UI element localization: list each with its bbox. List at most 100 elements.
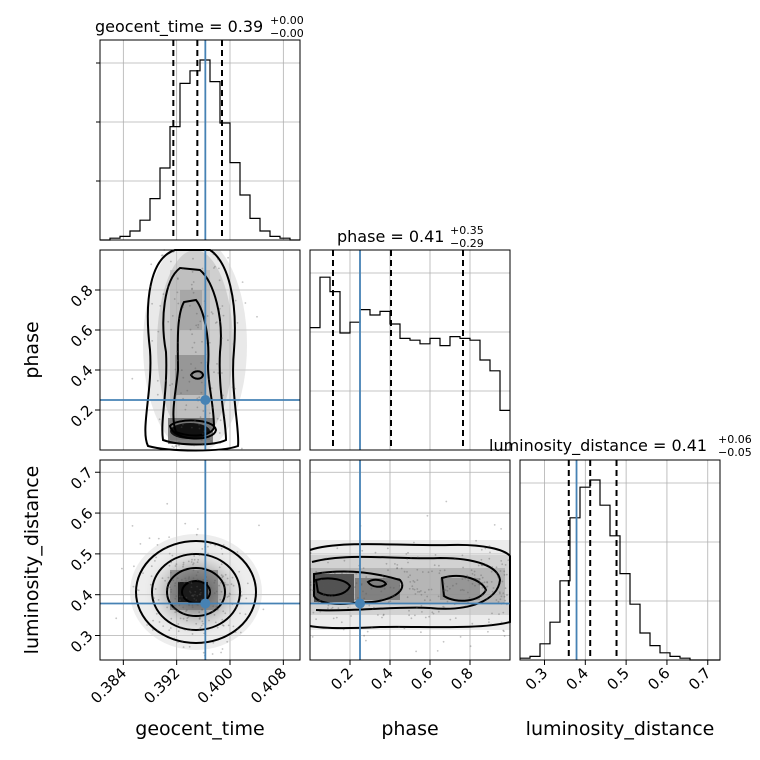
- sample-point: [413, 588, 416, 591]
- sample-point: [461, 578, 464, 580]
- sample-point: [201, 620, 204, 623]
- sample-point: [227, 339, 229, 342]
- sample-point: [389, 600, 392, 603]
- sample-point: [488, 545, 491, 548]
- sample-point: [201, 608, 204, 611]
- sample-point: [490, 623, 493, 626]
- sample-point: [193, 597, 196, 600]
- sample-point: [491, 566, 494, 568]
- sample-point: [478, 583, 481, 586]
- sample-point: [221, 576, 224, 579]
- sample-point: [414, 614, 416, 617]
- sample-point: [201, 267, 204, 270]
- sample-point: [492, 587, 495, 589]
- sample-point: [468, 596, 471, 599]
- sample-point: [213, 592, 216, 594]
- sample-point: [198, 628, 201, 631]
- sample-point: [200, 624, 203, 627]
- sample-point: [222, 394, 224, 397]
- sample-point: [327, 598, 329, 601]
- sample-point: [190, 374, 193, 376]
- sample-point: [223, 586, 225, 589]
- histogram-luminosity-distance: [520, 460, 720, 661]
- sample-point: [427, 588, 430, 591]
- sample-point: [195, 599, 198, 602]
- sample-point: [337, 607, 340, 610]
- sample-point: [190, 586, 193, 589]
- sample-point: [188, 645, 191, 648]
- sample-point: [467, 591, 469, 594]
- sample-point: [196, 585, 199, 588]
- sample-point: [443, 569, 446, 572]
- sample-point: [201, 340, 203, 343]
- sample-point: [365, 576, 368, 578]
- sample-point: [166, 502, 169, 505]
- sample-point: [176, 609, 179, 612]
- sample-point: [487, 630, 489, 633]
- sample-point: [331, 595, 333, 598]
- sample-point: [209, 587, 212, 589]
- sample-point: [172, 250, 175, 253]
- xtick-label-geocent-time: 0.408: [247, 664, 290, 707]
- sample-point: [193, 558, 196, 561]
- sample-point: [406, 571, 408, 573]
- sample-point: [185, 596, 188, 599]
- sample-point: [328, 595, 331, 598]
- sample-point: [481, 564, 484, 566]
- sample-point: [182, 617, 185, 620]
- sample-point: [158, 621, 161, 623]
- xlabel-luminosity-distance: luminosity_distance: [526, 718, 715, 740]
- sample-point: [175, 595, 178, 598]
- sample-point: [442, 605, 445, 608]
- sample-point: [185, 404, 188, 407]
- sample-point: [191, 604, 194, 607]
- sample-point: [241, 447, 243, 450]
- sample-point: [220, 651, 223, 654]
- sample-points: [115, 249, 510, 657]
- sample-point: [320, 579, 323, 581]
- sample-point: [194, 590, 197, 593]
- sample-point: [149, 583, 152, 586]
- sample-point: [165, 379, 168, 382]
- sample-point: [332, 617, 335, 620]
- ytick-label-luminosity-distance: 0.4: [67, 586, 97, 616]
- sample-point: [362, 567, 365, 569]
- sample-point: [187, 616, 190, 618]
- sample-point: [207, 545, 209, 548]
- sample-point: [414, 593, 417, 595]
- sample-point: [416, 606, 418, 609]
- sample-point: [156, 393, 159, 396]
- sample-point: [161, 577, 164, 579]
- sample-point: [371, 626, 373, 629]
- sample-point: [182, 606, 185, 609]
- sample-point: [177, 278, 179, 280]
- sample-point: [331, 571, 334, 574]
- sample-point: [199, 617, 202, 620]
- sample-point: [330, 608, 333, 610]
- sample-point: [421, 611, 423, 613]
- sample-point: [150, 565, 153, 568]
- sample-point: [335, 616, 338, 619]
- sample-point: [454, 617, 457, 619]
- sample-point: [178, 440, 180, 443]
- sample-point: [164, 546, 167, 549]
- sample-point: [382, 585, 385, 588]
- sample-point: [222, 575, 225, 578]
- sample-point: [211, 406, 214, 409]
- sample-point: [162, 625, 165, 627]
- sample-point: [170, 605, 173, 608]
- title-luminosity-distance: luminosity_distance = 0.41: [489, 436, 707, 456]
- sample-point: [427, 571, 430, 574]
- sample-point: [381, 616, 383, 619]
- sample-point: [225, 583, 227, 586]
- sample-point: [318, 581, 320, 584]
- sample-point: [212, 253, 215, 256]
- sample-point: [446, 585, 449, 588]
- sample-point: [196, 406, 199, 409]
- sample-point: [480, 558, 483, 561]
- sample-point: [415, 650, 417, 653]
- sample-point: [190, 283, 193, 286]
- sample-point: [479, 578, 481, 580]
- sample-point: [177, 630, 180, 633]
- sample-point: [507, 559, 510, 562]
